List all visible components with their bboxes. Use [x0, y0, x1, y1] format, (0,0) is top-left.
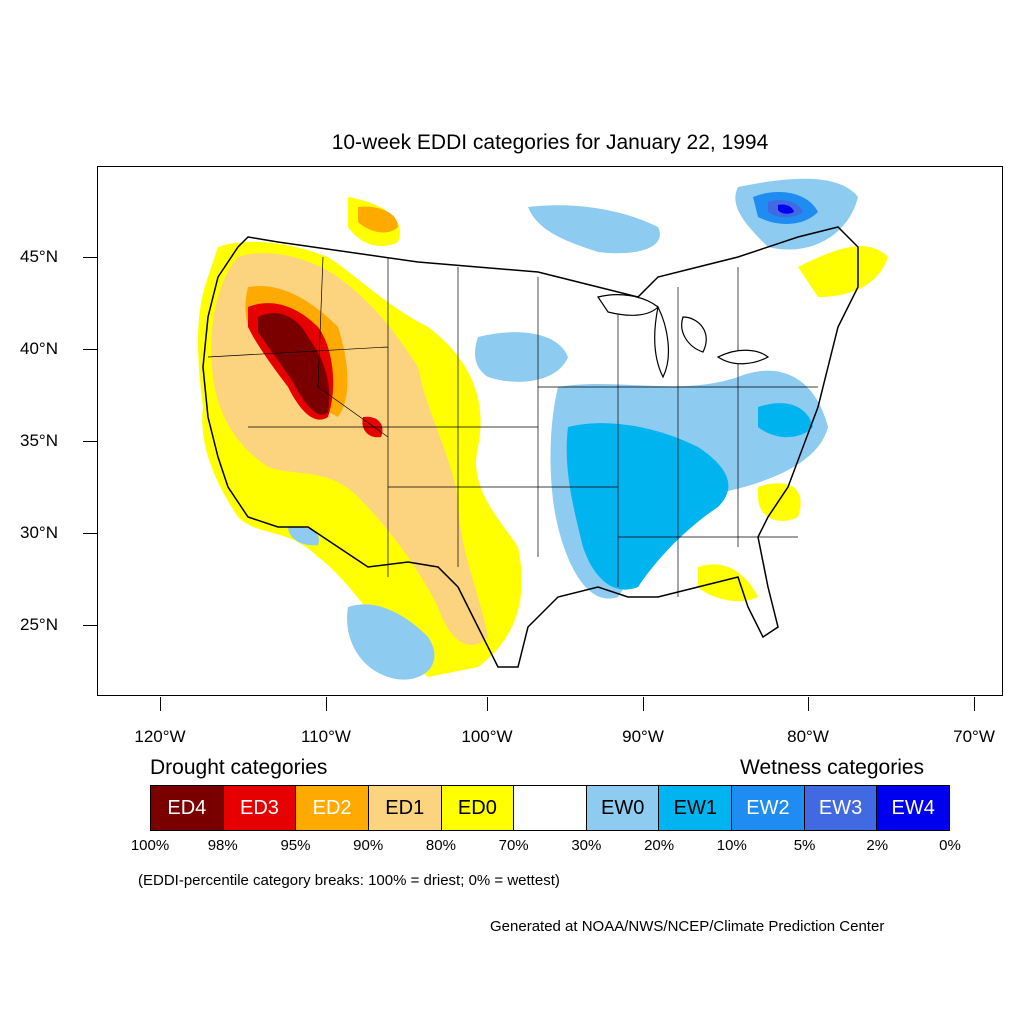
- map-title: 10-week EDDI categories for January 22, …: [331, 131, 769, 154]
- lat-label-40: 40°N: [20, 339, 58, 358]
- lon-tick: [974, 697, 975, 711]
- lat-label-25: 25°N: [20, 615, 58, 634]
- ew0-region-mw: [475, 332, 568, 382]
- legend-category: EW3: [804, 786, 878, 830]
- lat-tick: [83, 257, 97, 258]
- legend-category: EW2: [732, 786, 805, 830]
- drought-heading: Drought categories: [150, 756, 328, 779]
- state-borders: [207, 256, 818, 597]
- lat-tick: [83, 441, 97, 442]
- lat-tick: [83, 625, 97, 626]
- lat-tick: [83, 533, 97, 534]
- percentile-label: 30%: [571, 837, 602, 854]
- ed0-region-sc: [758, 483, 801, 521]
- lon-tick: [487, 697, 488, 711]
- percentile-label: 98%: [207, 837, 238, 854]
- ew0-region-glakes: [528, 205, 660, 254]
- legend-category: ED3: [223, 786, 297, 830]
- credit-text: Generated at NOAA/NWS/NCEP/Climate Predi…: [490, 918, 885, 935]
- lon-tick: [643, 697, 644, 711]
- lon-label-120: 120°W: [134, 727, 186, 746]
- percentile-label: 100%: [130, 837, 170, 854]
- lon-tick: [326, 697, 327, 711]
- percentile-label: 90%: [353, 837, 384, 854]
- ed0-region-ne: [798, 246, 888, 297]
- breaks-note: (EDDI-percentile category breaks: 100% =…: [138, 872, 560, 889]
- lon-label-90: 90°W: [622, 727, 664, 746]
- wetness-heading: Wetness categories: [740, 756, 925, 779]
- legend-category: EW1: [659, 786, 733, 830]
- legend-category: ED4: [151, 786, 224, 830]
- ed0-region-se: [698, 564, 758, 602]
- percentile-label: 80%: [425, 837, 456, 854]
- legend-category: [514, 786, 587, 830]
- lon-tick: [160, 697, 161, 711]
- percentile-label: 10%: [716, 837, 747, 854]
- ew1-region-ne: [758, 403, 813, 438]
- legend-category: ED1: [368, 786, 442, 830]
- legend-category: EW0: [586, 786, 660, 830]
- ew0-region-mx: [347, 604, 435, 680]
- lon-label-110: 110°W: [301, 727, 351, 746]
- lat-label-45: 45°N: [20, 247, 58, 266]
- lon-label-80: 80°W: [787, 727, 829, 746]
- percentile-label: 5%: [793, 837, 816, 854]
- percentile-label: 2%: [866, 837, 889, 854]
- legend-colorbar: ED4 ED3 ED2 ED1 ED0 EW0 EW1 EW2 EW3 EW4: [150, 785, 950, 831]
- great-lakes: [597, 294, 770, 379]
- percentile-label: 0%: [939, 837, 961, 854]
- ew0-region-mx2: [288, 526, 319, 546]
- lon-label-70: 70°W: [953, 727, 995, 746]
- lat-label-30: 30°N: [20, 523, 58, 542]
- eddi-map: [198, 178, 888, 680]
- lat-label-35: 35°N: [20, 431, 58, 450]
- lon-label-100: 100°W: [461, 727, 513, 746]
- legend-category: ED0: [441, 786, 515, 830]
- lon-tick: [808, 697, 809, 711]
- ew4-region: [778, 204, 794, 214]
- ew1-region: [566, 423, 729, 590]
- us-outline: [202, 226, 859, 668]
- lat-tick: [83, 349, 97, 350]
- ed4-region: [258, 313, 330, 415]
- percentile-label: 20%: [644, 837, 675, 854]
- percentile-label: 70%: [498, 837, 529, 854]
- legend-category: EW4: [877, 786, 950, 830]
- map-panel: [97, 166, 1003, 696]
- percentile-label: 95%: [280, 837, 311, 854]
- ed2-region-2: [358, 206, 398, 233]
- legend-category: ED2: [296, 786, 369, 830]
